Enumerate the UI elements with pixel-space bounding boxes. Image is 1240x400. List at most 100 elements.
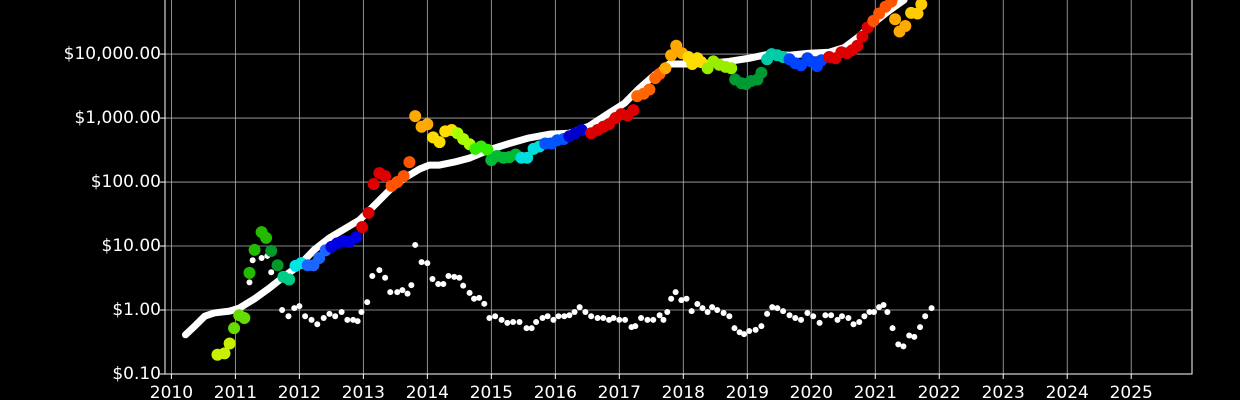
ratio-dot — [804, 309, 811, 316]
ratio-dot — [561, 313, 568, 320]
ratio-dot — [650, 316, 657, 323]
ratio-dot — [834, 316, 841, 323]
ratio-dot — [880, 301, 887, 308]
ratio-dot — [764, 310, 771, 317]
price-dot — [755, 66, 768, 79]
price-dot — [403, 156, 416, 169]
ratio-dot — [358, 309, 365, 316]
axes: 2010 2011 2012 2013 2014 2015 2016 2017 2018 2019… — [64, 0, 1193, 400]
price-dot — [283, 273, 296, 286]
ratio-dot — [786, 312, 793, 319]
ratio-dot — [895, 341, 902, 348]
ratio-dot — [889, 325, 896, 332]
price-dot — [911, 7, 924, 20]
y-tick-label: $0.10 — [112, 364, 161, 384]
price-dot — [409, 110, 422, 123]
ratio-dot — [683, 295, 690, 302]
ratio-dot — [644, 316, 651, 323]
ratio-dot — [606, 316, 613, 323]
price-dot — [223, 337, 236, 350]
price-dot — [248, 243, 261, 256]
ratio-dot — [523, 325, 530, 332]
ratio-dot — [246, 279, 253, 286]
price-dot — [856, 30, 869, 43]
ratio-dot — [917, 324, 924, 331]
ratio-dot — [632, 323, 639, 330]
ratio-dot — [510, 318, 517, 325]
price-dot — [367, 178, 380, 191]
price-dot — [228, 322, 241, 335]
price-dot — [260, 231, 273, 244]
ratio-dot — [870, 309, 877, 316]
price-dot — [265, 244, 278, 257]
ratio-dot — [780, 308, 787, 315]
ratio-dot — [876, 304, 883, 311]
ratio-dot — [394, 289, 401, 296]
ratio-dot — [249, 257, 256, 264]
price-dot — [397, 170, 410, 183]
x-tick-label: 2013 — [342, 383, 385, 400]
ratio-dot — [550, 316, 557, 323]
x-tick-label: 2012 — [278, 383, 321, 400]
ratio-dot — [382, 274, 389, 281]
price-dot — [725, 62, 738, 75]
ratio-dot — [678, 297, 685, 304]
ratio-dot — [741, 331, 748, 338]
ratio-dot — [285, 313, 292, 320]
ratio-dot — [638, 315, 645, 322]
y-tick-label: $10,000.00 — [64, 44, 161, 64]
ratio-dot — [884, 309, 891, 316]
ratio-dot — [576, 304, 583, 311]
ratio-dot — [816, 319, 823, 326]
ratio-dot — [736, 329, 743, 336]
ratio-dot — [861, 313, 868, 320]
price-dot — [627, 104, 640, 117]
price-dot — [350, 231, 363, 244]
ratio-dot — [694, 301, 701, 308]
ratio-dot — [838, 313, 845, 320]
ratio-dot — [338, 309, 345, 316]
ratio-dot — [588, 313, 595, 320]
ratio-dot — [466, 289, 473, 296]
price-dot — [243, 266, 256, 279]
price-dot — [379, 170, 392, 183]
price-dot — [238, 312, 251, 325]
price-dot — [885, 0, 898, 8]
ratio-dot — [922, 313, 929, 320]
x-tick-label: 2019 — [726, 383, 769, 400]
ratio-dot — [308, 316, 315, 323]
price-dot — [218, 347, 231, 360]
ratio-dot — [399, 287, 406, 294]
price-dot — [889, 13, 902, 26]
ratio-dot — [471, 295, 478, 302]
ratio-dot — [486, 315, 493, 322]
ratio-dot — [268, 269, 275, 276]
ratio-dot — [758, 323, 765, 330]
ratio-dot — [555, 313, 562, 320]
ratio-dot — [928, 305, 935, 312]
x-tick-label: 2017 — [598, 383, 641, 400]
ratio-dot — [404, 290, 411, 297]
ratio-dot — [354, 318, 361, 325]
ratio-dot — [699, 305, 706, 312]
ratio-dot — [424, 260, 431, 267]
ratio-dot — [731, 325, 738, 332]
y-tick-label: $100.00 — [91, 172, 161, 192]
ratio-dot — [746, 327, 753, 334]
x-tick-label: 2022 — [918, 383, 961, 400]
ratio-dot — [610, 315, 617, 322]
ratio-dot — [856, 318, 863, 325]
ratio-dot — [418, 259, 425, 266]
price-dot — [521, 151, 534, 164]
x-tick-label: 2015 — [470, 383, 513, 400]
ratio-dot — [622, 316, 629, 323]
ratio-dot — [571, 309, 578, 316]
x-tick-label: 2011 — [214, 383, 257, 400]
ratio-dot — [544, 313, 551, 320]
ratio-dot — [845, 315, 852, 322]
price-dot — [433, 136, 446, 149]
ratio-dot — [828, 312, 835, 319]
